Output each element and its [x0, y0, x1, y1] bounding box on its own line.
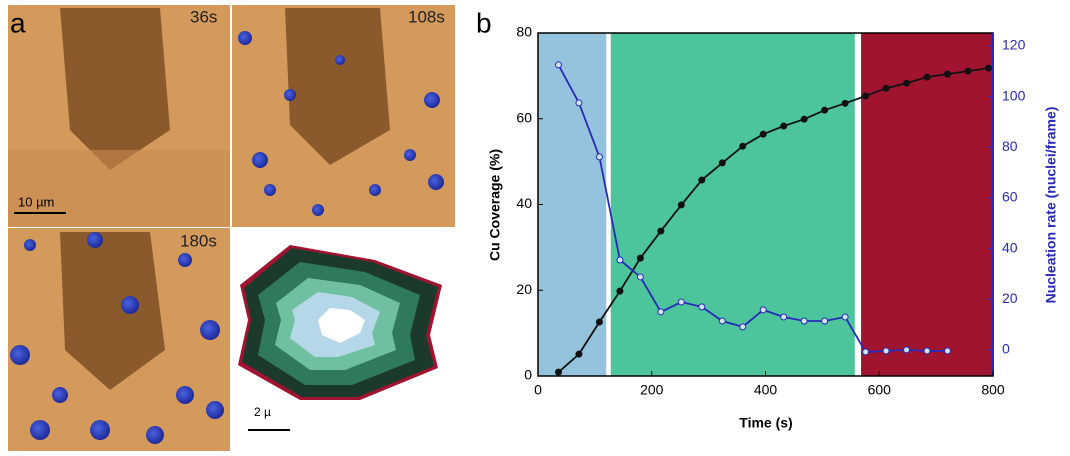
- data-point: [617, 288, 623, 294]
- data-point: [617, 257, 623, 263]
- micrograph-2: [232, 5, 455, 227]
- y2-tick-label: 120: [1002, 37, 1026, 53]
- x-tick-label: 200: [640, 382, 664, 398]
- y2-tick-label: 20: [1002, 290, 1018, 306]
- data-point: [985, 65, 991, 71]
- region: [861, 33, 993, 376]
- data-point: [637, 255, 643, 261]
- data-point: [781, 314, 787, 320]
- data-point: [945, 348, 951, 354]
- data-point: [904, 347, 910, 353]
- data-point: [904, 80, 910, 86]
- data-point: [863, 349, 869, 355]
- data-point: [760, 307, 766, 313]
- frame-label: 180s: [180, 231, 217, 250]
- x-tick-label: 0: [534, 382, 542, 398]
- data-point: [719, 318, 725, 324]
- y2-tick-label: 80: [1002, 138, 1018, 154]
- region: [538, 33, 606, 376]
- data-point: [740, 324, 746, 330]
- nucleus-contours: [238, 245, 442, 400]
- data-point: [822, 107, 828, 113]
- frame-label: 36s: [190, 7, 217, 26]
- panel-label: b: [476, 7, 492, 38]
- y2-tick-label: 0: [1002, 341, 1010, 357]
- data-point: [719, 160, 725, 166]
- data-point: [822, 318, 828, 324]
- data-point: [883, 348, 889, 354]
- panel-label: a: [10, 7, 26, 38]
- page: {"panel_a": {"label": "a", "frames": ["3…: [0, 0, 1070, 451]
- figure: 2 µ 10 µm a 36s 108s 180s b Time (s) Cu …: [0, 0, 1070, 451]
- y2-tick-label: 60: [1002, 189, 1018, 205]
- data-point: [965, 68, 971, 74]
- data-point: [945, 71, 951, 77]
- data-point: [678, 202, 684, 208]
- data-point: [924, 74, 930, 80]
- x-tick-label: 400: [754, 382, 778, 398]
- data-point: [760, 131, 766, 137]
- data-point: [781, 123, 787, 129]
- data-point: [699, 177, 705, 183]
- data-point: [596, 319, 602, 325]
- x-axis-label: Time (s): [739, 415, 792, 431]
- data-point: [637, 274, 643, 280]
- data-point: [842, 100, 848, 106]
- y2-axis-label: Nucleation rate (nuclei/frame): [1043, 107, 1059, 304]
- micrograph-3: [8, 228, 230, 451]
- data-point: [596, 154, 602, 160]
- data-point: [678, 299, 684, 305]
- data-point: [555, 62, 561, 68]
- y2-tick-label: 40: [1002, 239, 1018, 255]
- data-point: [555, 369, 561, 375]
- data-point: [863, 93, 869, 99]
- y-tick-label: 80: [516, 24, 532, 40]
- y-axis-label: Cu Coverage (%): [487, 149, 503, 261]
- x-tick-label: 800: [981, 382, 1005, 398]
- y2-tick-label: 100: [1002, 87, 1026, 103]
- inset-scale-label: 2 µ: [254, 405, 271, 419]
- data-point: [801, 116, 807, 122]
- y-tick-label: 40: [516, 195, 532, 211]
- y-tick-label: 20: [516, 281, 532, 297]
- data-point: [658, 228, 664, 234]
- data-point: [801, 318, 807, 324]
- data-point: [658, 309, 664, 315]
- data-point: [699, 304, 705, 310]
- data-point: [576, 100, 582, 106]
- data-point: [842, 314, 848, 320]
- data-point: [576, 351, 582, 357]
- scale-label: 10 µm: [18, 194, 54, 209]
- x-tick-label: 600: [868, 382, 892, 398]
- y-tick-label: 0: [524, 367, 532, 383]
- data-point: [924, 348, 930, 354]
- data-point: [883, 85, 889, 91]
- frame-label: 108s: [408, 7, 445, 26]
- y-tick-label: 60: [516, 109, 532, 125]
- data-point: [740, 143, 746, 149]
